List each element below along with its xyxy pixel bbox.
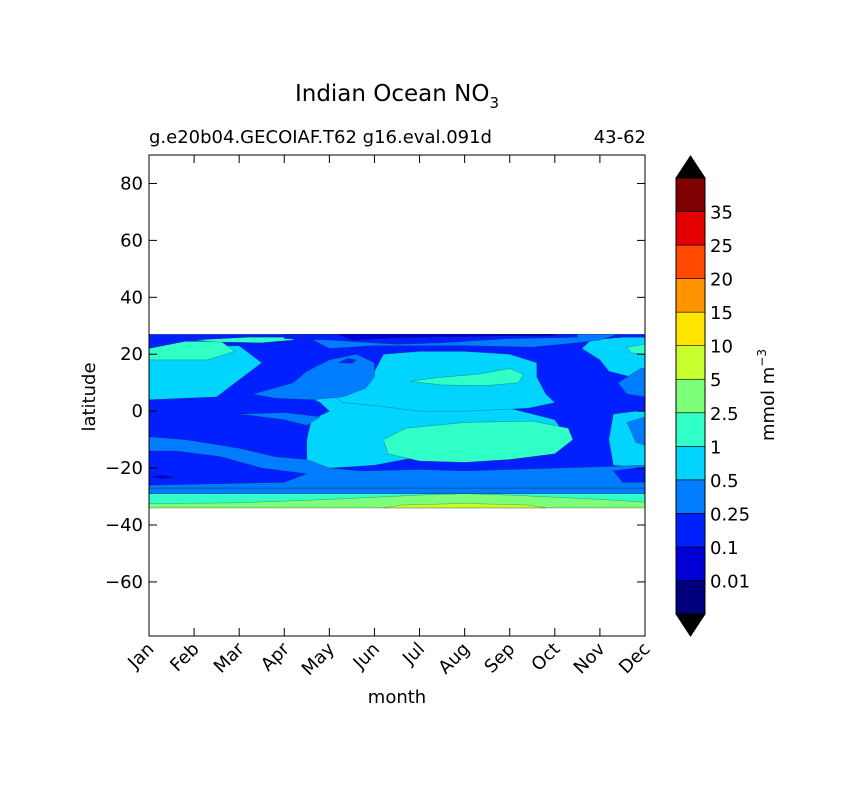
x-tick-label: Jun xyxy=(349,639,384,674)
contour-region-13 xyxy=(410,368,524,386)
contour-region-11 xyxy=(149,341,236,361)
y-axis: 80 60 40 20 0 −20 −40 −60 xyxy=(105,173,645,593)
colorbar-swatch xyxy=(675,177,706,212)
contour-region-19 xyxy=(239,412,321,426)
subtitle-right: 43-62 xyxy=(594,127,646,148)
contour-region-14 xyxy=(383,420,574,463)
contour-region-22 xyxy=(149,450,307,486)
contour-region-27 xyxy=(151,474,174,480)
colorbar-swatch xyxy=(675,580,706,615)
colorbar-swatch xyxy=(675,378,706,414)
x-axis-label: month xyxy=(368,687,426,708)
contour-region-21 xyxy=(626,416,645,446)
x-tick-label: Apr xyxy=(257,638,294,675)
colorbar-swatch xyxy=(675,412,706,447)
x-tick-label: Jan xyxy=(123,639,158,674)
colorbar-swatch xyxy=(675,211,706,246)
x-tick-label: Dec xyxy=(615,639,654,678)
x-tick-label: Mar xyxy=(210,638,249,677)
colorbar-swatch xyxy=(675,278,706,313)
contour-region-4 xyxy=(149,487,645,494)
y-tick-label: 60 xyxy=(120,230,143,251)
y-tick-label: 80 xyxy=(120,173,143,194)
contour-region-12 xyxy=(194,337,294,344)
colorbar-tick-label: 0.25 xyxy=(710,504,750,525)
contour-region-24 xyxy=(338,358,357,364)
colorbar-tick-label: 2.5 xyxy=(710,404,739,425)
contour-region-17 xyxy=(252,353,375,401)
y-tick-label: 20 xyxy=(120,344,143,365)
colorbar-swatch xyxy=(675,479,706,514)
colorbar-tick-label: 1 xyxy=(710,437,721,458)
colorbar-swatch xyxy=(675,513,706,548)
colorbar: 0.01 0.1 0.25 0.5 1 2.5 5 10 15 20 25 35 xyxy=(675,155,750,637)
x-tick-label: Feb xyxy=(166,639,203,676)
x-tick-label: Nov xyxy=(570,638,610,678)
contour-regions xyxy=(149,334,645,509)
colorbar-swatch xyxy=(675,345,706,380)
x-tick-label: Sep xyxy=(480,639,519,678)
subtitle-left: g.e20b04.GECOIAF.T62 g16.eval.091d xyxy=(149,127,492,148)
colorbar-extend-min xyxy=(675,613,706,637)
colorbar-tick-label: 25 xyxy=(710,236,733,257)
y-tick-label: 0 xyxy=(132,401,143,422)
x-tick-label: Jul xyxy=(398,639,429,670)
y-tick-label: −20 xyxy=(105,458,143,479)
y-tick-label: −60 xyxy=(105,572,143,593)
colorbar-swatch xyxy=(675,446,706,481)
colorbar-label: mmol m−3 xyxy=(755,349,779,441)
x-tick-label: Aug xyxy=(434,639,474,679)
contour-region-26 xyxy=(338,334,555,341)
contour-region-25 xyxy=(613,467,645,483)
contour-region-3 xyxy=(383,503,546,509)
colorbar-tick-label: 20 xyxy=(710,270,733,291)
colorbar-tick-label: 0.01 xyxy=(710,571,750,592)
y-tick-label: −40 xyxy=(105,515,143,536)
colorbar-swatch xyxy=(675,546,706,581)
plot-frame xyxy=(148,154,646,637)
colorbar-frame xyxy=(675,177,706,615)
x-tick-label: Oct xyxy=(527,639,564,676)
colorbar-tick-label: 0.1 xyxy=(710,538,739,559)
colorbar-swatch xyxy=(675,311,706,346)
colorbar-tick-label: 35 xyxy=(710,203,733,224)
colorbar-tick-label: 0.5 xyxy=(710,471,739,492)
colorbar-extend-max xyxy=(675,155,706,179)
y-tick-label: 40 xyxy=(120,287,143,308)
x-tick-label: May xyxy=(298,638,339,679)
contour-region-15 xyxy=(626,344,645,355)
colorbar-swatch xyxy=(675,244,706,279)
y-axis-label: latitude xyxy=(79,362,100,431)
colorbar-tick-label: 5 xyxy=(710,370,721,391)
chart-title: Indian Ocean NO3 xyxy=(295,81,499,112)
contour-region-20 xyxy=(617,368,645,398)
colorbar-tick-label: 10 xyxy=(710,337,733,358)
colorbar-tick-label: 15 xyxy=(710,303,733,324)
